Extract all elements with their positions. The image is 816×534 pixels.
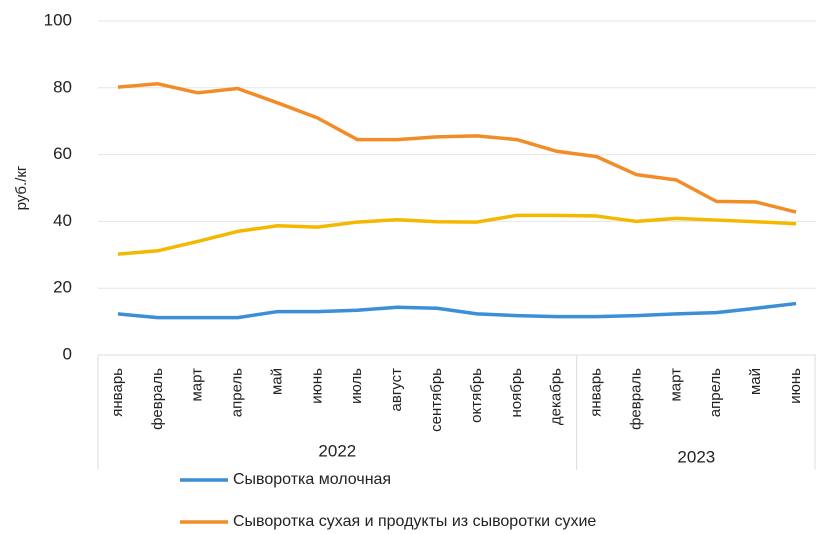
x-tick-label: апрель xyxy=(707,368,724,417)
x-tick-label: апрель xyxy=(229,368,246,417)
x-tick-label: январь xyxy=(109,368,126,417)
x-tick-label: май xyxy=(268,368,285,395)
x-tick-label: июнь xyxy=(787,368,804,404)
x-tick-label: октябрь xyxy=(468,368,485,423)
x-tick-label: июль xyxy=(348,368,365,404)
x-group-label: 2023 xyxy=(677,447,715,466)
series-line xyxy=(117,213,797,256)
x-tick-label: март xyxy=(189,368,206,402)
x-group-label: 2022 xyxy=(318,441,356,460)
x-tick-label: декабрь xyxy=(548,368,565,425)
x-tick-label: март xyxy=(667,368,684,402)
series-line xyxy=(117,301,797,320)
x-tick-label: ноябрь xyxy=(508,368,525,418)
y-tick-label: 100 xyxy=(44,10,72,29)
x-tick-label: май xyxy=(747,368,764,395)
y-tick-label: 20 xyxy=(53,278,72,297)
series-line xyxy=(117,82,797,214)
x-tick-label: февраль xyxy=(149,368,166,430)
x-tick-label: январь xyxy=(588,368,605,417)
x-tick-label: сентябрь xyxy=(428,368,445,432)
y-tick-label: 40 xyxy=(53,211,72,230)
y-tick-label: 60 xyxy=(53,144,72,163)
legend-label: Сыворотка молочная xyxy=(233,471,391,488)
y-tick-label: 0 xyxy=(63,344,72,363)
x-tick-label: август xyxy=(388,368,405,412)
y-axis-label: руб./кг xyxy=(13,165,30,210)
x-tick-label: февраль xyxy=(627,368,644,430)
legend-label: Сыворотка сухая и продукты из сыворотки … xyxy=(233,513,596,530)
x-tick-label: июнь xyxy=(308,368,325,404)
y-tick-label: 80 xyxy=(53,77,72,96)
